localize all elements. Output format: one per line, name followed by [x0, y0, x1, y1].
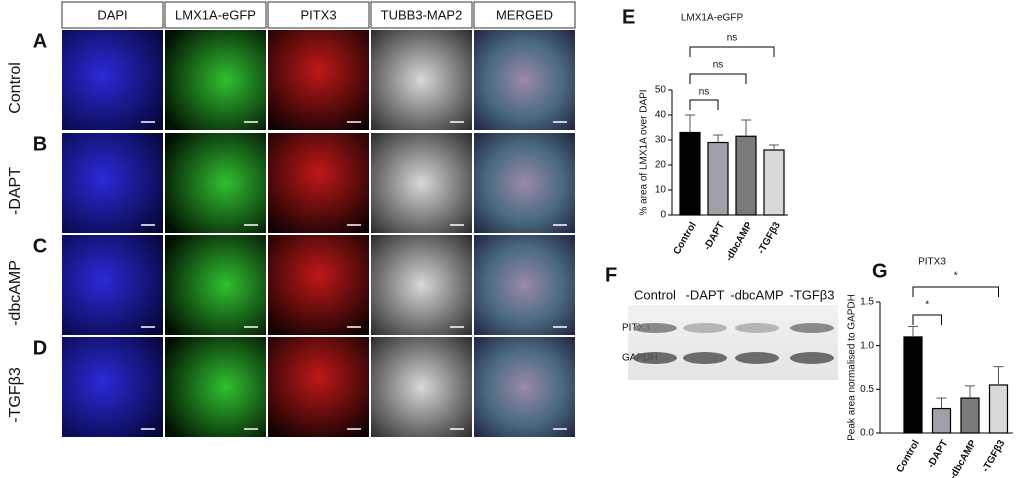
- panel-letter: F: [605, 264, 617, 286]
- micrograph: [371, 235, 472, 335]
- micrograph: [165, 235, 266, 335]
- x-tick-label: Control: [672, 220, 699, 256]
- micrograph: [371, 337, 472, 437]
- bar: [931, 407, 952, 434]
- y-tick-label: 1.0: [860, 340, 874, 351]
- row-letter: C: [33, 235, 47, 257]
- micrograph: [62, 235, 163, 335]
- significance-bracket: [689, 73, 747, 84]
- y-tick-label: 20: [655, 160, 667, 171]
- band: [683, 323, 727, 333]
- band: [790, 352, 834, 364]
- bar: [960, 397, 980, 434]
- column-header-box: [267, 1, 370, 29]
- micrograph: [268, 235, 369, 335]
- row-letter: B: [33, 133, 47, 155]
- micrograph: [474, 337, 575, 437]
- bar: [988, 384, 1009, 434]
- column-header-box: [164, 1, 267, 29]
- micrograph: [474, 30, 575, 130]
- micrograph: [62, 337, 163, 437]
- band: [683, 352, 727, 364]
- bar: [679, 131, 701, 216]
- panel-letter: E: [622, 6, 635, 28]
- y-tick-label: 10: [655, 185, 667, 196]
- bar: [903, 336, 923, 434]
- panel-letter: G: [872, 260, 888, 282]
- row-label: -DAPT: [7, 167, 24, 215]
- lane-label: Control: [634, 287, 676, 302]
- row-label: -TGFβ3: [7, 367, 24, 423]
- row-label: Control: [7, 62, 24, 114]
- y-tick-label: 0: [660, 210, 666, 221]
- band: [633, 323, 677, 333]
- x-tick-label: -DAPT: [702, 220, 727, 252]
- band: [633, 352, 677, 364]
- bar: [735, 135, 757, 216]
- column-header: LMX1A-eGFP: [175, 7, 256, 22]
- column-header: DAPI: [97, 7, 127, 22]
- micrograph: [165, 337, 266, 437]
- micrograph: [268, 337, 369, 437]
- x-tick-label: -TGFβ3: [980, 438, 1007, 474]
- micrograph: [165, 30, 266, 130]
- column-header-box: [61, 1, 164, 29]
- lane-label: -dbcAMP: [730, 287, 783, 302]
- band: [735, 352, 779, 364]
- micrograph: [371, 30, 472, 130]
- micrograph: [474, 133, 575, 233]
- significance-label: *: [925, 300, 929, 311]
- x-tick-label: -TGFβ3: [756, 220, 783, 256]
- band: [735, 323, 779, 333]
- y-tick-label: 50: [655, 85, 667, 96]
- x-tick-label: -dbcAMP: [948, 438, 979, 478]
- micrograph: [268, 133, 369, 233]
- significance-label: *: [954, 271, 958, 282]
- row-letter: A: [33, 30, 47, 52]
- y-tick-label: 0.0: [860, 428, 874, 439]
- micrograph: [268, 30, 369, 130]
- micrograph: [62, 30, 163, 130]
- charts: E LMX1A-eGFP % area of LMX1A over DAPI 0 10 2…: [622, 6, 1013, 478]
- lane-label: -DAPT: [686, 287, 725, 302]
- significance-bracket: [689, 46, 775, 57]
- column-header: TUBB3-MAP2: [381, 7, 463, 22]
- significance-bracket: [912, 286, 999, 297]
- bar: [763, 149, 785, 216]
- significance-label: ns: [699, 87, 710, 98]
- column-header: MERGED: [496, 7, 553, 22]
- column-header-box: [370, 1, 473, 29]
- x-tick-label: Control: [895, 438, 922, 474]
- chart-title: LMX1A-eGFP: [681, 13, 744, 24]
- y-tick-label: 40: [655, 110, 667, 121]
- column-header: PITX3: [300, 7, 336, 22]
- micrograph: [165, 133, 266, 233]
- significance-label: ns: [713, 60, 724, 71]
- y-tick-label: 1.5: [860, 297, 874, 308]
- significance-label: ns: [727, 33, 738, 44]
- column-header-box: [473, 1, 576, 29]
- chart-title: PITX3: [918, 257, 946, 268]
- x-tick-label: -DAPT: [926, 438, 951, 470]
- significance-bracket: [689, 99, 719, 110]
- row-letter: D: [33, 337, 47, 359]
- micrograph: [371, 133, 472, 233]
- x-tick-label: -dbcAMP: [724, 220, 755, 263]
- y-axis-label: Peak area normalised to GAPDH: [847, 294, 858, 441]
- significance-bracket: [912, 314, 942, 325]
- micrograph: [474, 235, 575, 335]
- y-tick-label: 0.5: [860, 384, 874, 395]
- image-grid: DAPI LMX1A-eGFP PITX3 TUBB3-MAP2 MERGED A Cont…: [7, 1, 576, 437]
- blot-background: [628, 305, 838, 380]
- y-tick-label: 30: [655, 135, 667, 146]
- y-axis-label: % area of LMX1A over DAPI: [639, 89, 650, 215]
- row-label: -dbcAMP: [7, 260, 24, 326]
- micrograph: [62, 133, 163, 233]
- lane-label: -TGFβ3: [789, 287, 834, 302]
- band: [790, 323, 834, 333]
- bar: [707, 141, 729, 216]
